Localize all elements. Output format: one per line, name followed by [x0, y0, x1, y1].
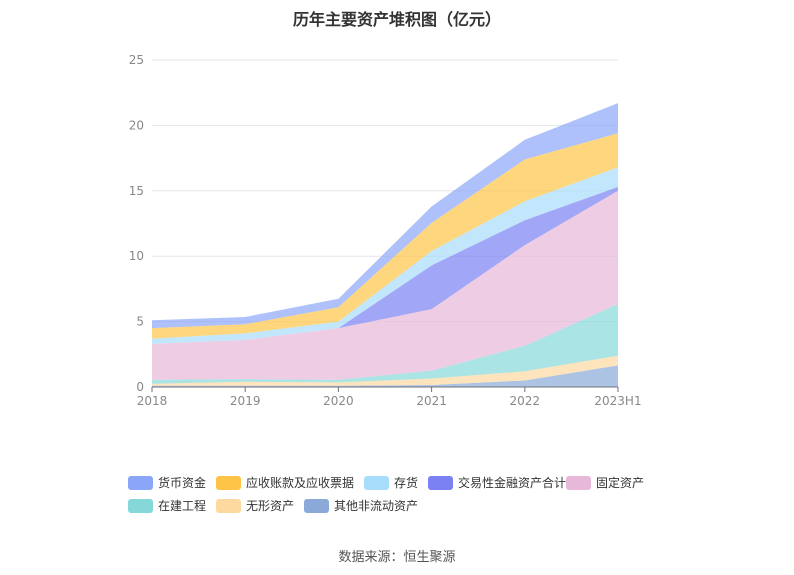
legend-item[interactable]: 应收账款及应收票据	[216, 474, 354, 491]
legend-label: 固定资产	[596, 476, 645, 490]
x-tick-label: 2021	[416, 394, 447, 408]
x-tick-label: 2019	[230, 394, 261, 408]
legend-label: 交易性金融资产合计	[458, 476, 567, 490]
source-note: 数据来源：恒生聚源	[338, 550, 456, 565]
legend-swatch	[216, 475, 241, 490]
area-series-5	[152, 167, 618, 344]
y-tick-label: 20	[129, 118, 144, 132]
y-tick-label: 25	[129, 53, 144, 67]
area-series-2	[152, 303, 618, 384]
legend-item[interactable]: 其他非流动资产	[304, 497, 418, 514]
legend-item[interactable]: 交易性金融资产合计	[428, 474, 566, 491]
x-tick-label: 2020	[323, 394, 354, 408]
chart-title: 历年主要资产堆积图（亿元）	[292, 10, 501, 29]
legend-label: 存货	[394, 476, 419, 490]
x-tick-label: 2022	[510, 394, 541, 408]
legend-swatch	[216, 498, 241, 513]
area-series-3	[152, 190, 618, 380]
legend-item[interactable]: 货币资金	[128, 474, 206, 491]
x-tick-label: 2018	[137, 394, 168, 408]
legend-label: 在建工程	[158, 499, 207, 513]
y-tick-label: 15	[129, 184, 144, 198]
legend-swatch	[364, 475, 389, 490]
legend-label: 货币资金	[158, 476, 207, 490]
area-series-6	[152, 133, 618, 339]
legend-swatch	[128, 475, 153, 490]
legend-label: 应收账款及应收票据	[246, 476, 355, 490]
legend-item[interactable]: 在建工程	[128, 497, 206, 514]
legend-item[interactable]: 存货	[364, 474, 418, 491]
area-series-7	[152, 103, 618, 329]
legend-item[interactable]: 固定资产	[566, 474, 644, 491]
legend-swatch	[566, 475, 591, 490]
area-series-4	[152, 186, 618, 344]
legend-label: 无形资产	[246, 499, 295, 513]
y-tick-label: 5	[136, 315, 144, 329]
y-tick-label: 10	[129, 249, 144, 263]
area-series-0	[152, 365, 618, 387]
area-series-1	[152, 355, 618, 386]
x-tick-label: 2023H1	[594, 394, 641, 408]
y-tick-label: 0	[136, 380, 144, 394]
legend-item[interactable]: 无形资产	[216, 497, 294, 514]
legend-label: 其他非流动资产	[334, 499, 419, 513]
legend-swatch	[304, 498, 329, 513]
legend-swatch	[128, 498, 153, 513]
legend-swatch	[428, 475, 453, 490]
